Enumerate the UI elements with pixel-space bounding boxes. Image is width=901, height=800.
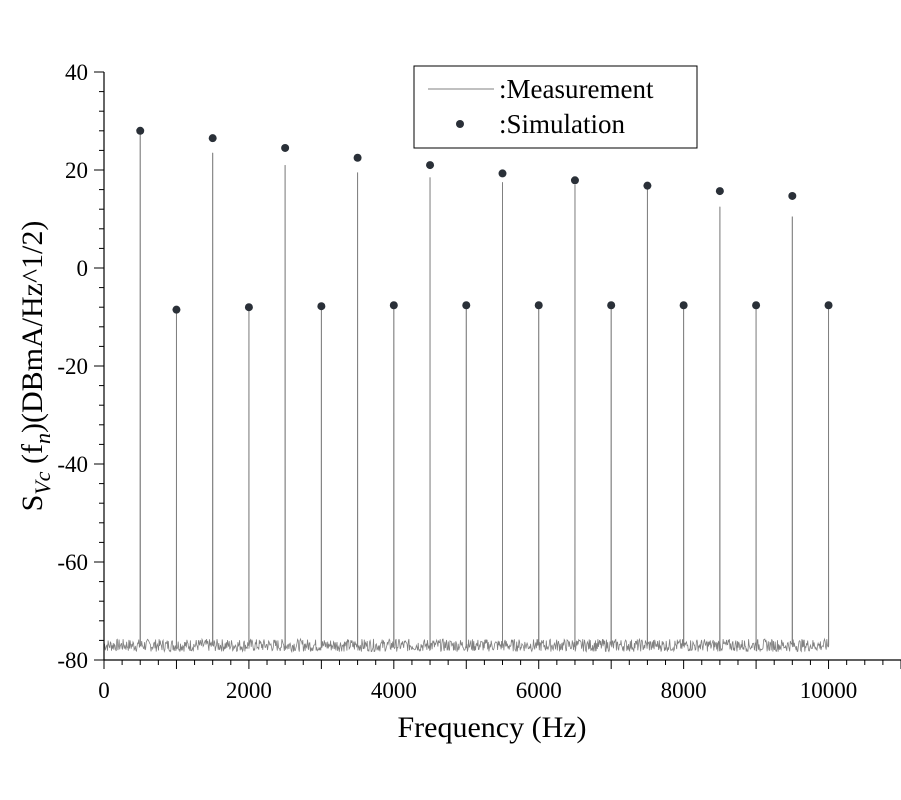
simulation-point	[353, 153, 362, 162]
simulation-point	[824, 301, 833, 310]
simulation-point	[389, 301, 398, 310]
y-tick-label: -40	[57, 452, 88, 477]
simulation-point	[281, 143, 290, 152]
simulation-point	[317, 302, 326, 311]
simulation-point	[244, 303, 253, 312]
simulation-point	[208, 134, 217, 143]
simulation-point	[498, 169, 507, 178]
plot-marks	[103, 126, 833, 654]
y-tick-label: 20	[65, 158, 88, 183]
x-ticks: 0 2000 4000 6000 8000 10000	[98, 660, 901, 703]
simulation-point	[570, 176, 579, 185]
simulation-point	[679, 301, 688, 310]
y-ticks: -80 -60 -40 -20 0 20 40	[57, 60, 104, 673]
simulation-point	[715, 187, 724, 196]
legend-simulation-swatch	[456, 120, 464, 128]
y-tick-label: -20	[57, 354, 88, 379]
simulation-point	[534, 301, 543, 310]
y-axis-label-sub-vc: Vc	[30, 471, 55, 494]
y-tick-label: 40	[65, 60, 88, 85]
legend-measurement-label: :Measurement	[499, 74, 654, 104]
x-tick-label: 0	[98, 678, 110, 703]
simulation-point	[643, 181, 652, 190]
simulation-point	[752, 301, 761, 310]
simulation-point	[462, 301, 471, 310]
y-axis-label-mid: (f	[16, 444, 49, 471]
simulation-point	[136, 126, 145, 135]
x-tick-label: 8000	[661, 678, 707, 703]
y-axis-label: SVc (fn)(DBmA/Hz^1/2)	[16, 221, 55, 512]
y-axis-label-sub-n: n	[30, 433, 55, 444]
legend: :Measurement :Simulation	[413, 65, 698, 149]
y-axis-label-main: S	[16, 495, 49, 512]
legend-box	[413, 65, 698, 149]
simulation-point	[788, 191, 797, 200]
simulation-point	[607, 301, 616, 310]
measurement-line	[103, 130, 830, 654]
x-tick-label: 6000	[516, 678, 562, 703]
x-tick-label: 2000	[226, 678, 272, 703]
x-axis-label: Frequency (Hz)	[397, 711, 586, 744]
y-axis-label-tail: )(DBmA/Hz^1/2)	[16, 221, 49, 433]
legend-simulation-label: :Simulation	[499, 109, 626, 139]
y-tick-label: -60	[57, 550, 88, 575]
y-tick-label: 0	[77, 256, 89, 281]
simulation-point	[172, 305, 181, 314]
y-tick-label: -80	[57, 648, 88, 673]
x-tick-label: 10000	[800, 678, 858, 703]
x-tick-label: 4000	[371, 678, 417, 703]
axes: 0 2000 4000 6000 8000 10000 -80 -60 -40 -20 0 20 40	[57, 60, 901, 703]
simulation-point	[426, 161, 435, 170]
